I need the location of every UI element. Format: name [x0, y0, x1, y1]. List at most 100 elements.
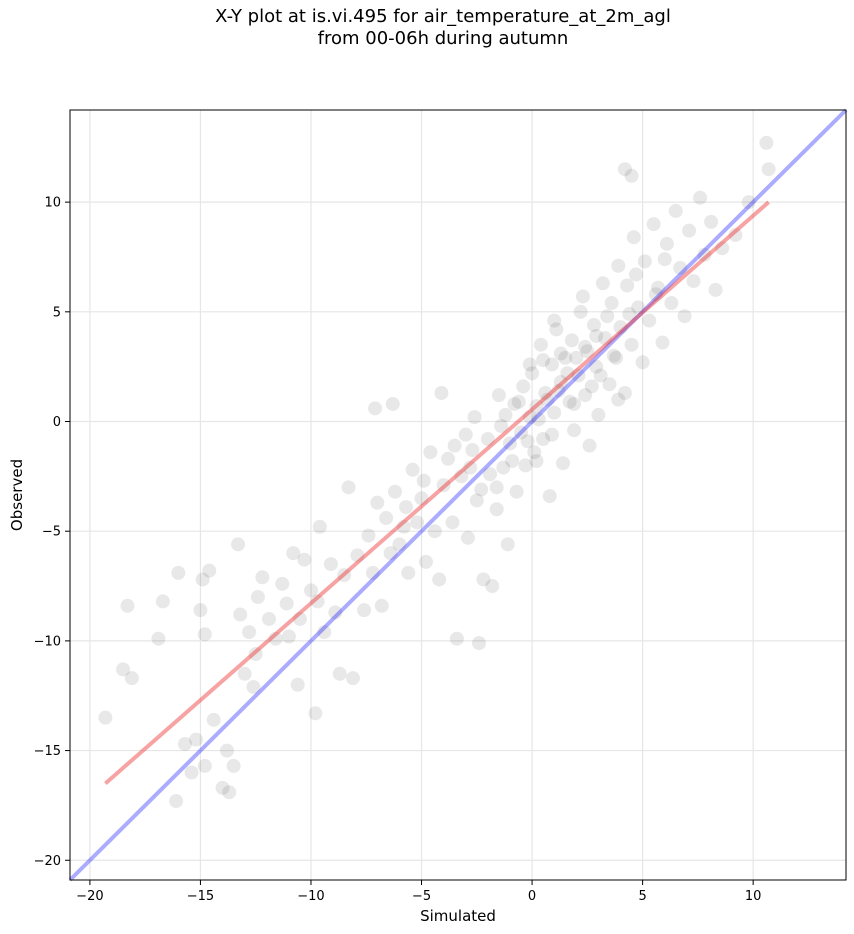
- data-point: [522, 357, 537, 372]
- data-point: [580, 344, 595, 359]
- data-point: [589, 359, 604, 374]
- data-point: [595, 276, 610, 291]
- data-point: [673, 260, 688, 275]
- one-to-one-line: [68, 108, 848, 882]
- data-point: [635, 355, 650, 370]
- data-point: [617, 162, 632, 177]
- data-point: [507, 396, 522, 411]
- data-point: [292, 611, 307, 626]
- data-point: [518, 458, 533, 473]
- data-point: [169, 794, 184, 809]
- data-point: [622, 307, 637, 322]
- x-tick-label: −15: [187, 889, 214, 904]
- data-point: [628, 267, 643, 282]
- data-point: [248, 647, 263, 662]
- data-point: [686, 274, 701, 289]
- data-point: [341, 480, 356, 495]
- data-point: [385, 396, 400, 411]
- x-tick-label: 5: [638, 889, 646, 904]
- data-point: [761, 162, 776, 177]
- data-point: [445, 515, 460, 530]
- data-point: [317, 625, 332, 640]
- data-point: [308, 706, 323, 721]
- data-point: [569, 350, 584, 365]
- data-point: [606, 348, 621, 363]
- data-point: [697, 247, 712, 262]
- data-point: [226, 758, 241, 773]
- data-point: [310, 594, 325, 609]
- data-point: [432, 572, 447, 587]
- data-point: [337, 568, 352, 583]
- data-point: [261, 611, 276, 626]
- plot-frame: [69, 109, 847, 881]
- y-tick-label: 5: [53, 305, 61, 320]
- data-point: [571, 368, 586, 383]
- data-point: [564, 333, 579, 348]
- data-point: [589, 328, 604, 343]
- data-point: [562, 394, 577, 409]
- data-point: [474, 482, 489, 497]
- grid-lines: [70, 110, 846, 880]
- data-point: [383, 546, 398, 561]
- data-point: [516, 379, 531, 394]
- data-point: [332, 666, 347, 681]
- data-point: [505, 453, 520, 468]
- data-point: [193, 603, 208, 618]
- data-point: [759, 135, 774, 150]
- data-point: [626, 230, 641, 245]
- regression-line: [104, 200, 770, 785]
- data-point: [624, 168, 639, 183]
- data-point: [361, 528, 376, 543]
- x-tick-label: −10: [297, 889, 324, 904]
- data-point: [441, 451, 456, 466]
- data-point: [578, 339, 593, 354]
- data-point: [489, 502, 504, 517]
- data-point: [485, 579, 500, 594]
- data-point: [323, 557, 338, 572]
- data-point: [547, 313, 562, 328]
- data-point: [509, 484, 524, 499]
- data-point: [520, 434, 535, 449]
- data-point: [189, 732, 204, 747]
- data-point: [365, 565, 380, 580]
- data-point: [646, 217, 661, 232]
- data-point: [560, 366, 575, 381]
- data-point: [533, 337, 548, 352]
- data-point: [659, 236, 674, 251]
- data-point: [586, 317, 601, 332]
- data-point: [593, 368, 608, 383]
- data-point: [664, 296, 679, 311]
- data-point: [502, 436, 517, 451]
- data-point: [540, 392, 555, 407]
- data-point: [418, 554, 433, 569]
- data-point: [525, 366, 540, 381]
- data-point: [120, 598, 135, 613]
- data-point: [558, 350, 573, 365]
- data-point: [547, 405, 562, 420]
- data-point: [600, 309, 615, 324]
- data-point: [483, 467, 498, 482]
- data-point: [489, 480, 504, 495]
- data-point: [328, 605, 343, 620]
- data-point: [368, 401, 383, 416]
- data-point: [480, 432, 495, 447]
- data-point: [591, 407, 606, 422]
- data-point: [704, 214, 719, 229]
- data-point: [500, 537, 515, 552]
- data-point: [177, 736, 192, 751]
- data-point: [741, 195, 756, 210]
- data-point: [476, 572, 491, 587]
- data-point: [553, 375, 568, 390]
- data-point: [511, 394, 526, 409]
- data-point: [582, 438, 597, 453]
- y-tick-label: −10: [34, 634, 61, 649]
- data-point: [197, 627, 212, 642]
- chart-title: X-Y plot at is.vi.495 for air_temperatur…: [0, 6, 854, 50]
- data-point: [529, 453, 544, 468]
- data-point: [458, 427, 473, 442]
- data-point: [611, 392, 626, 407]
- data-point: [496, 460, 511, 475]
- data-point: [460, 530, 475, 545]
- data-point: [538, 385, 553, 400]
- data-point: [620, 278, 635, 293]
